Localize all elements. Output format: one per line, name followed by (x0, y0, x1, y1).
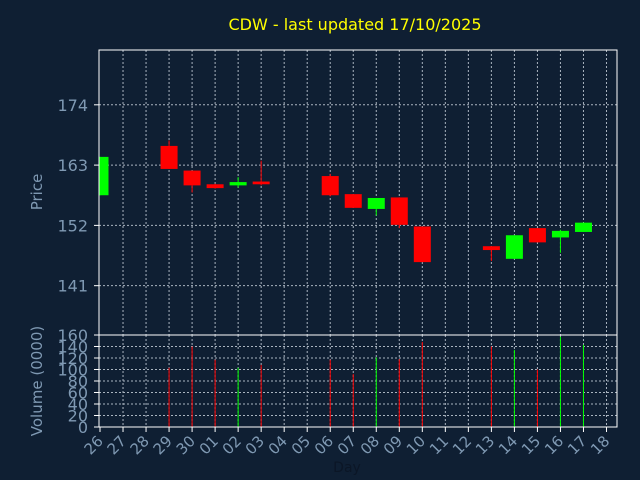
price-candles (99, 140, 592, 263)
candle-body (206, 184, 224, 189)
volume-tick-label: 60 (68, 384, 88, 403)
volume-tick-label: 80 (68, 372, 88, 391)
price-y-ticks: 141 152 163 174 (57, 96, 99, 296)
x-axis-ticks: 2627282930010203040506070809101112131415… (81, 427, 613, 458)
price-tick-label: 141 (57, 277, 88, 296)
volume-bars (168, 336, 584, 427)
volume-tick-label: 40 (68, 395, 88, 414)
candle-body (551, 230, 569, 238)
x-axis-label: Day (333, 460, 361, 476)
candle-body (390, 197, 408, 225)
candle-body (229, 182, 247, 186)
price-grid (99, 50, 617, 335)
candle-body (574, 222, 592, 232)
volume-tick-label: 0 (78, 418, 88, 437)
volume-tick-label: 120 (57, 349, 88, 368)
volume-axes-frame (98, 334, 618, 428)
price-tick-label: 163 (57, 156, 88, 175)
price-tick-label: 174 (57, 96, 88, 115)
price-axis-label: Price (28, 174, 46, 211)
price-axes-frame (98, 49, 618, 336)
candle-body (321, 176, 339, 196)
candle-body (413, 226, 431, 263)
volume-axis-label: Volume (0000) (28, 326, 46, 436)
candle-body (528, 228, 546, 243)
candle-body (505, 235, 523, 259)
volume-tick-label: 100 (57, 361, 88, 380)
volume-tick-label: 140 (57, 338, 88, 357)
candle-body (344, 194, 362, 208)
candle-body (160, 145, 178, 169)
volume-tick-label: 160 (57, 326, 88, 345)
volume-grid (99, 335, 617, 427)
x-tick-label: 18 (587, 432, 613, 458)
price-tick-label: 152 (57, 216, 88, 235)
candle-body (252, 181, 270, 185)
volume-tick-label: 20 (68, 407, 88, 426)
candle-body (183, 170, 201, 186)
chart-title: CDW - last updated 17/10/2025 (228, 15, 481, 34)
axes-frame (98, 49, 618, 428)
candle-body (367, 197, 385, 209)
candle-body (99, 156, 109, 196)
candle-body (482, 246, 500, 251)
